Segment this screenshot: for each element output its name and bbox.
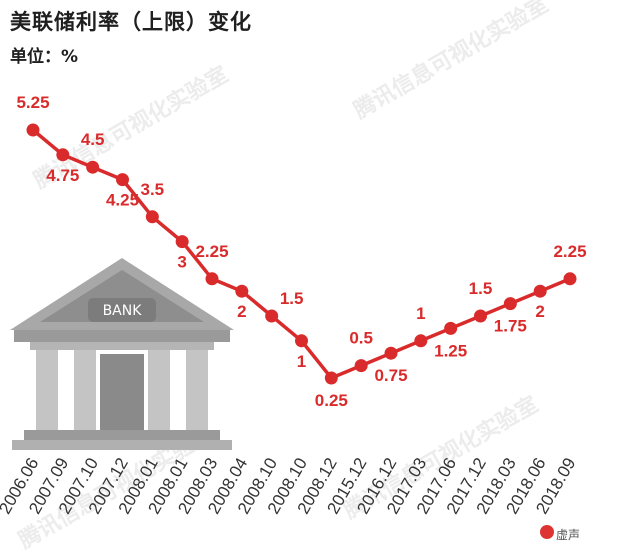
bank-sign (88, 298, 156, 322)
data-point (205, 272, 219, 286)
bank-roof-inner (40, 270, 204, 322)
data-label: 4.25 (106, 191, 139, 210)
unit-label: 单位：% (10, 47, 79, 67)
bank-column (186, 350, 208, 430)
data-label: 2 (237, 302, 246, 321)
data-label: 0.25 (315, 391, 348, 410)
points-layer (26, 123, 577, 385)
data-point (354, 359, 368, 373)
data-point (26, 123, 40, 137)
bank-column (36, 350, 58, 430)
data-label: 1 (297, 352, 306, 371)
brand-text: 虚声 (556, 528, 581, 542)
data-label: 1.5 (280, 289, 304, 308)
data-label: 0.75 (374, 366, 407, 385)
data-label: 1.25 (434, 341, 467, 360)
data-point (175, 235, 189, 249)
data-point (533, 284, 547, 298)
data-point (145, 210, 159, 224)
bank-sign-text: BANK (103, 303, 143, 319)
data-label: 3.5 (141, 180, 165, 199)
data-label: 4.75 (46, 166, 79, 185)
data-point (444, 321, 458, 335)
bank-door (100, 354, 144, 430)
data-point (384, 346, 398, 360)
data-point (474, 309, 487, 323)
data-label: 4.5 (81, 130, 105, 149)
data-label: 0.5 (349, 329, 373, 348)
chart-title: 美联储利率（上限）变化 (10, 10, 252, 34)
bank-cornice (14, 330, 230, 342)
data-point (86, 160, 100, 174)
data-label: 3 (177, 253, 186, 272)
data-point (324, 371, 338, 385)
data-point (235, 284, 249, 298)
data-point (265, 309, 279, 323)
bank-column (148, 350, 170, 430)
data-label: 1.75 (494, 317, 527, 336)
bank-illustration: BANK (10, 258, 234, 450)
bank-entablature (30, 342, 214, 350)
data-point (414, 334, 428, 348)
data-point (503, 297, 517, 311)
data-point (563, 272, 577, 286)
data-label: 2.25 (195, 242, 228, 261)
bank-base (12, 440, 232, 450)
data-point (295, 334, 308, 348)
labels-layer: 5.25 4.754.5 4.253.5 3 2.25 2 1.5 1 0.25 0.50.75 1… (16, 93, 586, 410)
data-label: 2.25 (553, 242, 586, 261)
data-label: 1 (416, 304, 425, 323)
bank-column (74, 350, 96, 430)
x-tick-labels: 2006.062007.092007.102007.122008.012008.… (0, 454, 579, 517)
data-point (56, 148, 70, 162)
speaker-icon (540, 525, 554, 539)
data-point (116, 173, 129, 187)
data-label: 1.5 (469, 279, 493, 298)
data-label: 2 (535, 302, 544, 321)
bank-step (24, 430, 220, 440)
data-label: 5.25 (16, 93, 49, 112)
